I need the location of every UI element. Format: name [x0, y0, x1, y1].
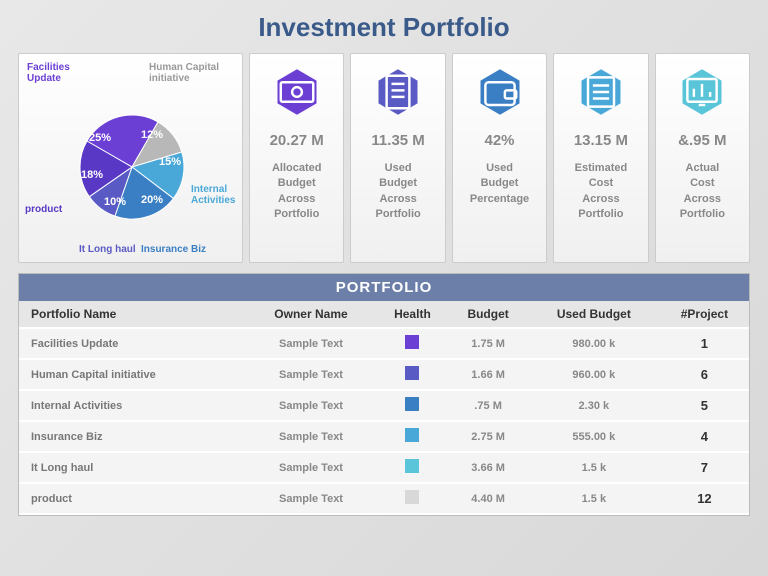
cell-projects: 5	[660, 390, 749, 421]
stat-value: 20.27 M	[270, 132, 324, 149]
health-swatch	[405, 459, 419, 473]
table-row: It Long haul Sample Text 3.66 M 1.5 k 7	[19, 452, 749, 483]
cell-health	[376, 359, 448, 390]
cell-owner: Sample Text	[246, 390, 377, 421]
list-icon	[575, 66, 627, 118]
cell-owner: Sample Text	[246, 483, 377, 514]
cell-name: Human Capital initiative	[19, 359, 246, 390]
cell-budget: .75 M	[448, 390, 527, 421]
pie-slice-label: Internal Activities	[191, 184, 242, 206]
health-swatch	[405, 397, 419, 411]
cell-budget: 1.75 M	[448, 328, 527, 359]
stat-card: &.95 M ActualCostAcrossPortfolio	[655, 53, 750, 263]
cell-name: product	[19, 483, 246, 514]
table-row: Human Capital initiative Sample Text 1.6…	[19, 359, 749, 390]
stat-label: EstimatedCostAcrossPortfolio	[571, 161, 632, 223]
cell-used: 555.00 k	[528, 421, 660, 452]
stat-card: 20.27 M AllocatedBudgetAcrossPortfolio	[249, 53, 344, 263]
table-header: Used Budget	[528, 301, 660, 328]
stat-value: 11.35 M	[371, 132, 424, 149]
cell-owner: Sample Text	[246, 359, 377, 390]
table-row: Internal Activities Sample Text .75 M 2.…	[19, 390, 749, 421]
cell-name: Insurance Biz	[19, 421, 246, 452]
cell-budget: 4.40 M	[448, 483, 527, 514]
pie-slice-pct: 15%	[159, 156, 181, 168]
cell-health	[376, 390, 448, 421]
cell-budget: 2.75 M	[448, 421, 527, 452]
cell-health	[376, 483, 448, 514]
stat-value: 13.15 M	[574, 132, 628, 149]
top-row: Facilities Update 25% Human Capital initia…	[18, 53, 750, 263]
table-header: #Project	[660, 301, 749, 328]
health-swatch	[405, 335, 419, 349]
table-row: Insurance Biz Sample Text 2.75 M 555.00 …	[19, 421, 749, 452]
table-title: PORTFOLIO	[19, 274, 749, 301]
cell-used: 960.00 k	[528, 359, 660, 390]
cell-used: 980.00 k	[528, 328, 660, 359]
pie-slice-pct: 25%	[89, 132, 111, 144]
stat-card: 11.35 M UsedBudgetAcrossPortfolio	[350, 53, 445, 263]
page-title: Investment Portfolio	[18, 12, 750, 43]
health-swatch	[405, 490, 419, 504]
stat-value: 42%	[485, 132, 515, 149]
stat-card: 13.15 M EstimatedCostAcrossPortfolio	[553, 53, 648, 263]
stat-card: 42% UsedBudgetPercentage	[452, 53, 547, 263]
cell-owner: Sample Text	[246, 328, 377, 359]
table-row: product Sample Text 4.40 M 1.5 k 12	[19, 483, 749, 514]
health-swatch	[405, 428, 419, 442]
cell-used: 1.5 k	[528, 452, 660, 483]
cell-budget: 1.66 M	[448, 359, 527, 390]
pie-slice-pct: 12%	[141, 129, 163, 141]
cell-used: 1.5 k	[528, 483, 660, 514]
cell-projects: 6	[660, 359, 749, 390]
health-swatch	[405, 366, 419, 380]
cell-projects: 12	[660, 483, 749, 514]
table-row: Facilities Update Sample Text 1.75 M 980…	[19, 328, 749, 359]
cell-owner: Sample Text	[246, 421, 377, 452]
cell-name: Internal Activities	[19, 390, 246, 421]
stat-label: AllocatedBudgetAcrossPortfolio	[268, 161, 326, 223]
portfolio-table: Portfolio NameOwner NameHealthBudgetUsed…	[19, 301, 749, 515]
stat-label: UsedBudgetPercentage	[466, 161, 533, 207]
money-icon	[271, 66, 323, 118]
cell-used: 2.30 k	[528, 390, 660, 421]
wallet-icon	[474, 66, 526, 118]
cell-projects: 4	[660, 421, 749, 452]
pie-slice-pct: 20%	[141, 194, 163, 206]
pie-slice-label: It Long haul	[79, 244, 136, 255]
pie-slice-label: Facilities Update	[27, 62, 97, 84]
cell-name: Facilities Update	[19, 328, 246, 359]
cell-name: It Long haul	[19, 452, 246, 483]
pie-slice-label: product	[25, 204, 62, 215]
cell-owner: Sample Text	[246, 452, 377, 483]
stat-value: &.95 M	[678, 132, 726, 149]
pie-slice-label: Human Capital initiative	[149, 62, 219, 84]
pie-chart-card: Facilities Update 25% Human Capital initia…	[18, 53, 243, 263]
cell-health	[376, 452, 448, 483]
pie-slice-pct: 10%	[104, 196, 126, 208]
table-header: Owner Name	[246, 301, 377, 328]
table-header: Portfolio Name	[19, 301, 246, 328]
doc-icon	[372, 66, 424, 118]
table-header: Budget	[448, 301, 527, 328]
cell-budget: 3.66 M	[448, 452, 527, 483]
stat-label: UsedBudgetAcrossPortfolio	[372, 161, 425, 223]
cell-projects: 1	[660, 328, 749, 359]
table-header: Health	[376, 301, 448, 328]
cell-projects: 7	[660, 452, 749, 483]
chart-icon	[676, 66, 728, 118]
cell-health	[376, 328, 448, 359]
portfolio-table-wrap: PORTFOLIO Portfolio NameOwner NameHealth…	[18, 273, 750, 516]
pie-slice-label: Insurance Biz	[141, 244, 206, 255]
cell-health	[376, 421, 448, 452]
pie-slice-pct: 18%	[81, 169, 103, 181]
stat-label: ActualCostAcrossPortfolio	[676, 161, 729, 223]
